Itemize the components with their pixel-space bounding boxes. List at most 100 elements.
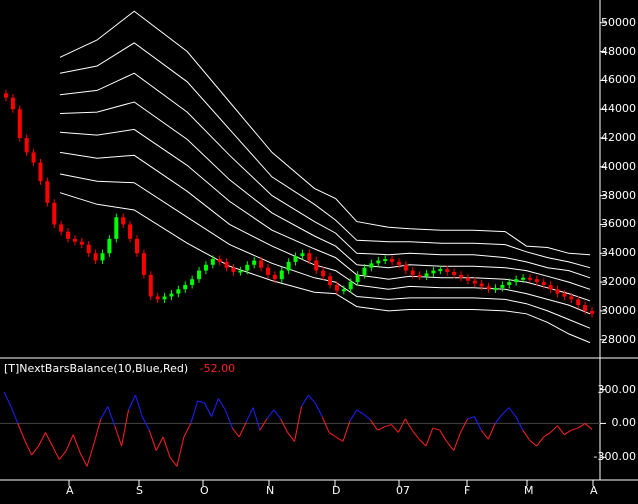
indicator-segment: [245, 407, 254, 423]
candle-body: [369, 263, 374, 268]
indicator-segment: [134, 395, 143, 417]
indicator-value: -52.00: [199, 362, 236, 375]
time-tick-label: A: [590, 484, 598, 497]
indicator-segment: [224, 409, 233, 429]
time-tick-label: O: [200, 484, 209, 497]
indicator-segment: [577, 423, 586, 429]
indicator-segment: [38, 432, 46, 447]
candle-body: [507, 282, 512, 285]
indicator-segment: [24, 440, 33, 456]
candle-body: [521, 277, 526, 280]
indicator-segment: [231, 427, 240, 438]
price-tick-label: 42000: [601, 130, 636, 144]
candle-body: [472, 280, 477, 284]
candle-body: [162, 296, 167, 300]
indicator-segment: [522, 429, 531, 441]
indicator-segment: [218, 398, 226, 411]
candle-body: [410, 270, 415, 275]
price-tick-label: 40000: [601, 159, 636, 173]
envelope-band-5: [59, 151, 591, 315]
indicator-segment: [473, 416, 482, 431]
indicator-segment: [65, 434, 74, 451]
candle-body: [314, 260, 319, 271]
indicator-segment: [162, 436, 171, 458]
candle-body: [431, 270, 436, 274]
price-tick-label: 30000: [601, 303, 636, 317]
indicator-segment: [273, 409, 282, 420]
indicator-segment: [356, 409, 364, 415]
indicator-segment: [58, 450, 67, 460]
indicator-segment: [3, 391, 12, 407]
price-tick-label: 36000: [601, 217, 636, 231]
candle-body: [341, 289, 346, 292]
indicator-tick-label: -300.00: [593, 450, 636, 464]
candle-body: [4, 93, 8, 98]
time-tick-label: F: [464, 484, 471, 497]
indicator-segment: [148, 430, 157, 451]
candle-body: [362, 267, 367, 275]
indicator-segment: [266, 409, 275, 420]
indicator-segment: [349, 409, 358, 422]
indicator-segment: [404, 418, 413, 431]
candle-body: [383, 259, 388, 262]
indicator-segment: [411, 429, 420, 440]
candle-body: [555, 289, 560, 294]
candle-body: [328, 276, 333, 285]
candle-body: [45, 181, 50, 203]
envelope-band-1: [59, 42, 591, 269]
indicator-title: [T]NextBarsBalance(10,Blue,Red) -52.00: [4, 362, 235, 375]
candle-body: [190, 279, 195, 285]
indicator-segment: [100, 406, 109, 420]
candle-body: [452, 271, 457, 275]
indicator-segment: [31, 445, 39, 456]
candle-body: [348, 282, 353, 290]
indicator-segment: [460, 418, 468, 433]
candle-body: [148, 274, 153, 297]
indicator-segment: [384, 424, 392, 428]
indicator-segment: [107, 406, 116, 426]
price-tick-label: 32000: [601, 275, 636, 289]
indicator-segment: [301, 394, 309, 407]
candle-body: [38, 162, 43, 182]
candle-body: [183, 284, 188, 290]
indicator-segment: [543, 432, 551, 438]
indicator-segment: [557, 425, 565, 436]
candle-body: [403, 264, 408, 271]
indicator-segment: [72, 434, 81, 453]
indicator-segment: [480, 429, 489, 440]
candle-body: [479, 283, 484, 287]
envelope-band-6: [59, 173, 591, 329]
candle-body: [107, 238, 112, 254]
candle-body: [169, 293, 174, 297]
indicator-segment: [10, 406, 19, 424]
candle-body: [197, 270, 202, 280]
envelope-band-2: [59, 72, 591, 279]
candle-body: [210, 259, 215, 265]
indicator-segment: [391, 424, 399, 433]
time-tick-label: N: [266, 484, 275, 497]
indicator-segment: [377, 426, 385, 431]
candle-body: [31, 152, 36, 163]
indicator-segment: [280, 418, 289, 433]
indicator-segment: [45, 432, 53, 447]
candle-body: [121, 217, 126, 225]
indicator-segment: [183, 423, 192, 438]
candle-body: [548, 284, 553, 290]
indicator-segment: [155, 436, 164, 451]
indicator-segment: [93, 418, 102, 444]
price-tick-label: 48000: [601, 44, 636, 58]
indicator-segment: [501, 407, 510, 415]
time-tick-label: A: [66, 484, 74, 497]
candle-body: [500, 284, 505, 288]
indicator-segment: [494, 414, 503, 424]
candle-body: [321, 270, 326, 277]
price-tick-label: 34000: [601, 246, 636, 260]
candle-body: [334, 284, 339, 291]
indicator-segment: [141, 416, 150, 431]
candle-body: [66, 231, 71, 239]
indicator-tick-label: 0.00: [611, 416, 637, 430]
candle-body: [72, 238, 77, 242]
time-tick-label: D: [332, 484, 341, 497]
